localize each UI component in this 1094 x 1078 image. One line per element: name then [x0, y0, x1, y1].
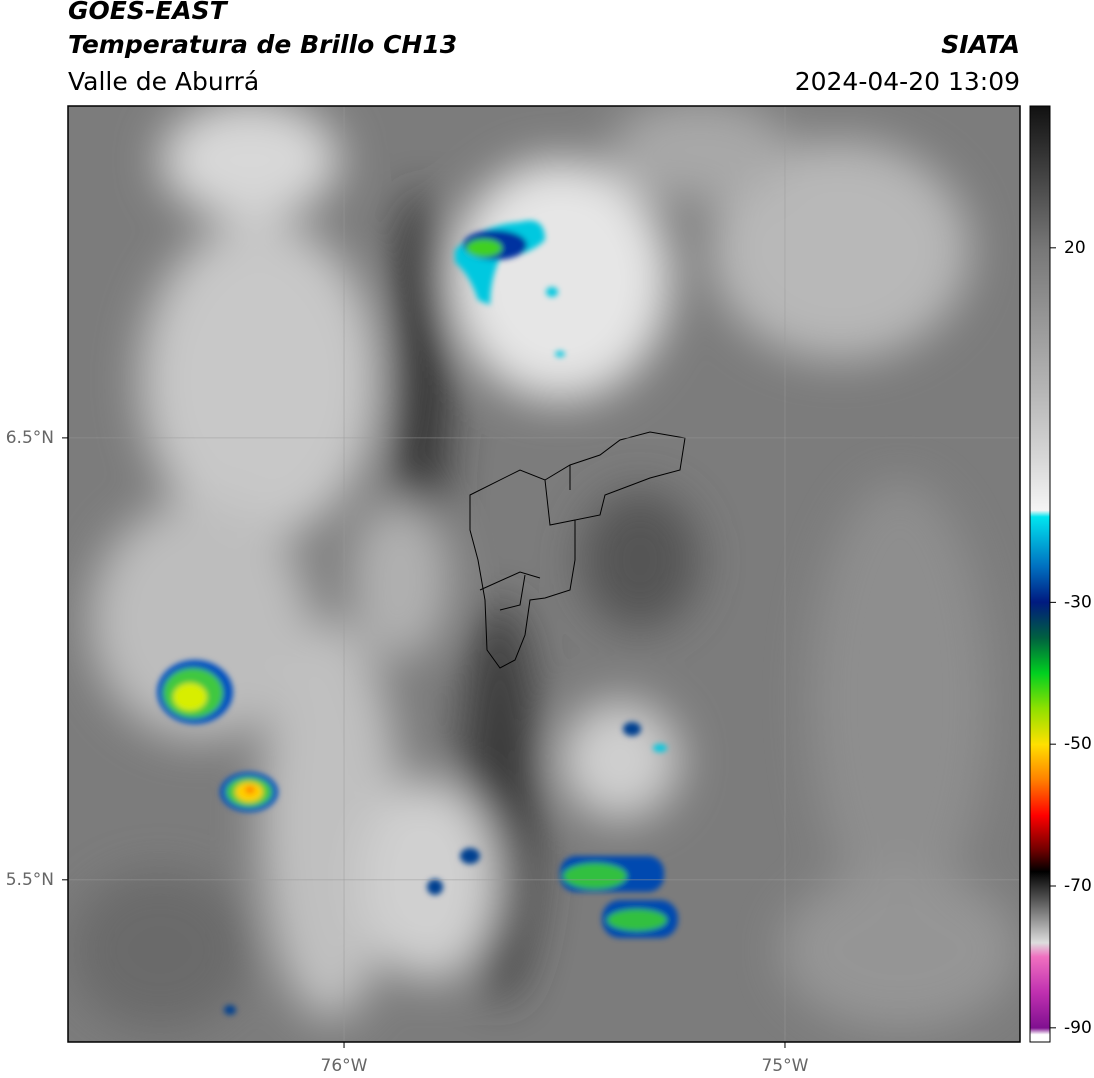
x-tick-label: 76°W — [321, 1056, 368, 1076]
region: Valle de Aburrá — [68, 67, 259, 96]
colorbar-tick-label: -90 — [1064, 1018, 1092, 1038]
y-tick-label: 5.5°N — [6, 870, 54, 890]
x-tick-label: 75°W — [761, 1056, 808, 1076]
satellite-image — [68, 106, 1020, 1042]
colorbar-tick-label: -50 — [1064, 734, 1092, 754]
title: GOES-EAST — [68, 0, 229, 25]
colorbar-tick-label: 20 — [1064, 238, 1086, 258]
subtitle: Temperatura de Brillo CH13 — [68, 30, 457, 59]
colorbar-tick-label: -30 — [1064, 592, 1092, 612]
region-outline — [469, 431, 686, 669]
map-frame — [67, 105, 1021, 1043]
source: SIATA — [941, 30, 1020, 59]
colorbar-tick-label: -70 — [1064, 876, 1092, 896]
y-tick-label: 6.5°N — [6, 428, 54, 448]
timestamp: 2024-04-20 13:09 — [795, 67, 1020, 96]
colorbar — [1029, 105, 1051, 1043]
